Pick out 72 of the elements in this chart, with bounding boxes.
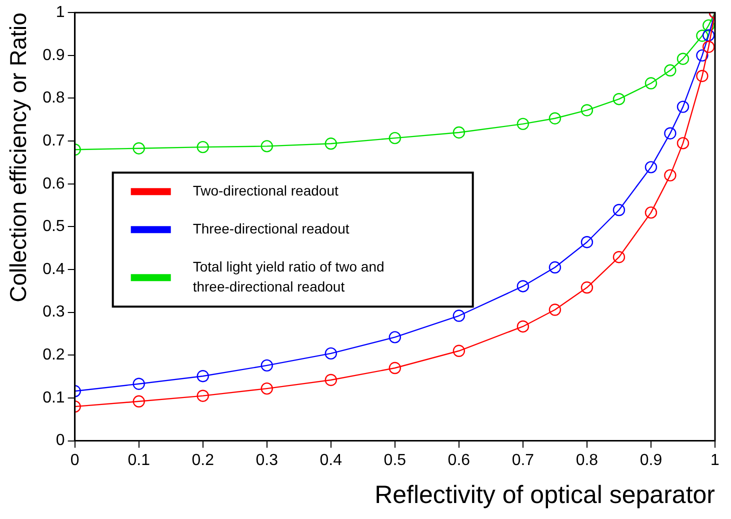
point xyxy=(260,359,273,372)
point xyxy=(696,70,708,82)
legend-label: Two-directional readout xyxy=(192,182,338,198)
point xyxy=(702,29,715,42)
point xyxy=(388,362,402,374)
x-tick-label: 0.3 xyxy=(256,452,278,469)
point xyxy=(516,280,530,292)
point xyxy=(580,236,594,248)
x-tick-label: 0.8 xyxy=(576,452,598,469)
point xyxy=(196,370,209,382)
point xyxy=(664,127,676,140)
point xyxy=(548,112,562,124)
y-tick-label: 0.5 xyxy=(42,218,65,236)
point xyxy=(132,395,145,408)
x-tick-label: 0.1 xyxy=(128,452,150,469)
point xyxy=(324,138,338,150)
point xyxy=(324,374,338,386)
point xyxy=(664,64,676,77)
x-axis-title: Reflectivity of optical separator xyxy=(374,480,715,509)
point xyxy=(516,118,530,130)
x-tick-label: 0.6 xyxy=(448,452,470,469)
point xyxy=(644,161,658,174)
y-tick-label: 0.4 xyxy=(42,260,65,278)
point xyxy=(676,100,690,113)
x-tick-label: 0.9 xyxy=(640,452,662,469)
point xyxy=(702,19,715,32)
point xyxy=(132,378,145,390)
point xyxy=(388,132,402,144)
point xyxy=(580,281,594,294)
point xyxy=(260,382,273,395)
point xyxy=(612,92,626,106)
point xyxy=(260,140,273,152)
y-tick-label: 0.7 xyxy=(42,132,65,150)
point xyxy=(612,251,626,264)
point xyxy=(676,137,690,150)
point xyxy=(388,331,402,344)
legend-label: Three-directional readout xyxy=(192,220,350,236)
x-tick-label: 0.4 xyxy=(320,452,342,469)
point xyxy=(644,77,658,90)
point xyxy=(676,52,690,65)
y-tick-label: 0 xyxy=(56,432,65,450)
point xyxy=(132,142,145,154)
point xyxy=(664,169,676,182)
x-tick-label: 0.5 xyxy=(384,452,406,469)
y-tick-label: 0.6 xyxy=(42,175,65,192)
y-tick-label: 0.9 xyxy=(42,46,65,64)
x-tick-label: 0.7 xyxy=(512,452,534,469)
x-tick-label: 0.2 xyxy=(192,452,214,469)
point xyxy=(196,140,209,154)
point xyxy=(516,320,530,333)
y-tick-label: 1 xyxy=(56,4,65,22)
point xyxy=(452,344,466,357)
point xyxy=(696,49,708,62)
y-tick-label: 0.1 xyxy=(42,389,65,406)
y-tick-label: 0.2 xyxy=(42,346,65,364)
point xyxy=(696,30,708,42)
point xyxy=(196,390,209,402)
y-tick-label: 0.3 xyxy=(42,304,65,321)
point xyxy=(452,310,466,322)
point xyxy=(452,126,466,139)
x-tick-label: 1 xyxy=(710,452,720,469)
point xyxy=(548,261,562,274)
y-tick-label: 0.8 xyxy=(42,90,65,107)
legend-label: Total light yield ratio of two and three-directional readout xyxy=(192,258,384,294)
point xyxy=(644,206,658,219)
y-axis-title: Collection efficiency or Ratio xyxy=(5,12,32,302)
point xyxy=(580,104,594,116)
point xyxy=(548,304,562,316)
point xyxy=(612,204,626,216)
point xyxy=(324,347,338,360)
point xyxy=(702,40,715,53)
x-tick-label: 0 xyxy=(70,452,80,469)
